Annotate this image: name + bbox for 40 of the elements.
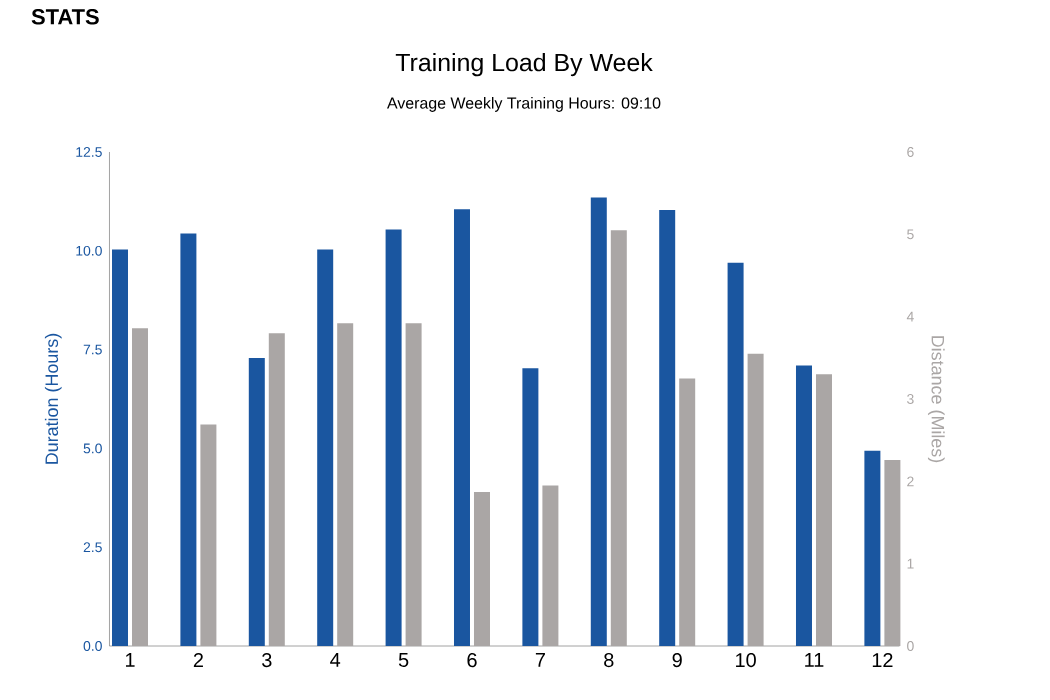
x-tick-label: 12 bbox=[872, 653, 893, 667]
bar bbox=[522, 368, 539, 646]
bar bbox=[453, 209, 470, 646]
bar bbox=[590, 197, 607, 646]
bar bbox=[132, 328, 148, 646]
x-tick-label: 7 bbox=[535, 653, 545, 667]
x-tick-label: 6 bbox=[467, 653, 477, 668]
bar bbox=[542, 485, 559, 646]
bar bbox=[864, 450, 881, 646]
bar bbox=[884, 459, 901, 646]
bar bbox=[473, 492, 490, 646]
x-tick-label: 5 bbox=[398, 653, 409, 667]
x-tick-label: 8 bbox=[604, 653, 614, 668]
bar bbox=[610, 230, 627, 646]
bar bbox=[248, 357, 265, 646]
bar bbox=[268, 333, 285, 646]
bar bbox=[659, 210, 676, 646]
bar bbox=[112, 249, 128, 646]
y-axis-title: Duration (Hours) bbox=[44, 333, 62, 464]
bar bbox=[317, 249, 334, 646]
bar bbox=[385, 229, 402, 646]
bar bbox=[337, 323, 354, 646]
bar bbox=[747, 353, 764, 646]
bar bbox=[180, 233, 197, 646]
bar bbox=[795, 365, 812, 646]
bar bbox=[815, 374, 832, 646]
x-tick-label: 11 bbox=[805, 653, 824, 667]
x-tick-label: 4 bbox=[330, 653, 341, 667]
bar bbox=[405, 323, 422, 646]
chart-title: Training Load By Week bbox=[395, 53, 653, 77]
text: STATS bbox=[31, 9, 99, 25]
x-tick-label: 1 bbox=[125, 653, 135, 667]
bar bbox=[679, 378, 696, 646]
x-tick-label: 9 bbox=[672, 653, 682, 668]
bar bbox=[727, 262, 744, 646]
x-tick-label: 10 bbox=[736, 653, 756, 668]
x-tick-label: 3 bbox=[262, 653, 272, 668]
bar bbox=[200, 424, 217, 646]
y2-axis-title: Distance (Miles) bbox=[927, 336, 945, 463]
x-tick-label: 2 bbox=[193, 653, 203, 667]
